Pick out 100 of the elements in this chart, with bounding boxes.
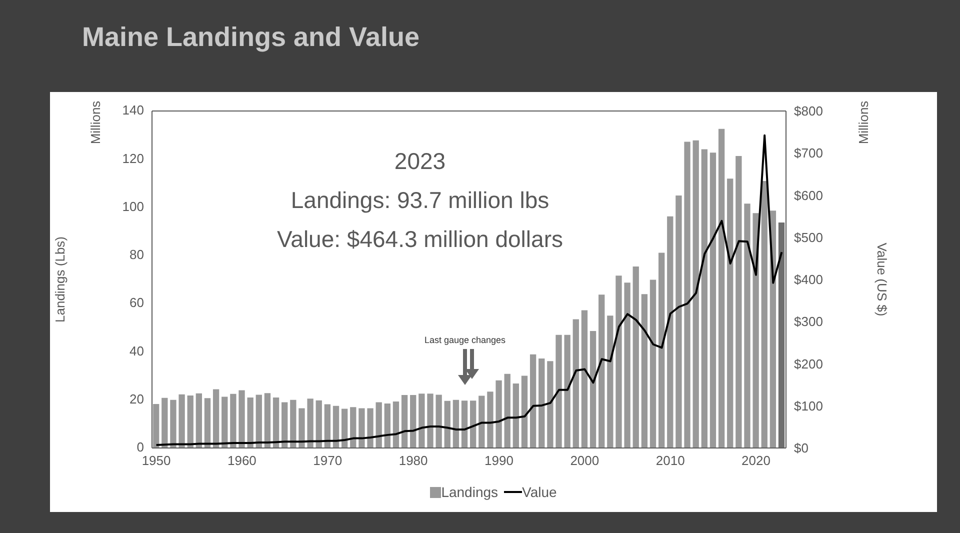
line-series — [155, 134, 783, 446]
text: Millions — [88, 100, 104, 144]
bar — [298, 408, 305, 448]
bar — [736, 156, 742, 448]
bar — [547, 361, 554, 448]
bar — [624, 282, 630, 448]
y2-axis-title: Value (US $) — [874, 242, 890, 316]
y2-tick-label: $0 — [794, 440, 808, 456]
bar — [222, 396, 228, 448]
bar — [332, 406, 340, 448]
x-tick-label: 1960 — [228, 453, 256, 468]
bar — [178, 394, 185, 448]
bar — [496, 380, 502, 448]
bar — [564, 334, 570, 448]
bar — [153, 404, 160, 448]
bar — [658, 252, 665, 448]
bar — [607, 316, 614, 448]
y2-tick-label: $800 — [794, 104, 823, 119]
bar — [410, 395, 416, 448]
y-tick-label: 140 — [122, 102, 144, 118]
bar — [307, 398, 314, 448]
bar — [324, 404, 331, 448]
bar — [470, 400, 476, 448]
bar — [598, 294, 605, 448]
bar — [427, 394, 434, 448]
bar — [290, 400, 296, 448]
bar — [444, 400, 450, 448]
bar — [350, 407, 356, 448]
y-tick-label: 100 — [122, 198, 144, 214]
x-tick-label: 2010 — [656, 453, 685, 468]
bar — [752, 213, 759, 448]
bar — [204, 398, 211, 448]
bar — [196, 393, 202, 448]
bar — [530, 354, 536, 448]
bar — [667, 216, 674, 448]
annotation: Value: $464.3 million dollars — [276, 226, 564, 253]
bar — [692, 140, 699, 448]
bar — [272, 397, 280, 448]
y2-tick-label: $100 — [794, 398, 823, 414]
y-axis-title: Landings (Lbs) — [52, 236, 68, 322]
bar — [392, 402, 400, 448]
bar — [256, 394, 262, 448]
y-tick-label: 20 — [130, 391, 144, 406]
y2-tick-label: $300 — [794, 314, 823, 330]
bar — [341, 408, 348, 448]
bar — [581, 310, 588, 448]
bar — [282, 402, 288, 448]
bar — [384, 403, 390, 448]
bar — [487, 392, 494, 448]
x-tick-label: 2020 — [742, 453, 770, 468]
y2-tick-label: $600 — [794, 188, 823, 203]
bar — [367, 408, 374, 448]
y2-tick-label: $200 — [794, 356, 823, 372]
bar — [187, 396, 194, 448]
bar — [616, 276, 622, 448]
bar — [650, 280, 656, 448]
bar — [632, 266, 639, 448]
bar — [572, 319, 579, 448]
bar — [718, 128, 725, 448]
bar — [538, 358, 545, 448]
text: Millions — [856, 100, 872, 144]
bar — [590, 331, 596, 448]
bar — [230, 394, 236, 448]
y-tick-label: 60 — [130, 295, 144, 310]
y2-tick-label: $700 — [794, 146, 823, 161]
bar — [162, 398, 168, 448]
y2-tick-label: $400 — [794, 272, 823, 288]
bar — [521, 376, 528, 448]
bar — [512, 383, 520, 448]
bar — [727, 178, 734, 448]
x-tick-label: 1970 — [313, 453, 342, 468]
bar — [504, 374, 510, 448]
bar — [701, 149, 708, 448]
bar — [436, 394, 442, 448]
bar — [744, 204, 750, 448]
y-tick-label: 120 — [122, 150, 144, 166]
bar — [212, 389, 220, 448]
bar — [316, 400, 322, 448]
bar — [778, 222, 785, 448]
x-tick-label: 1990 — [484, 453, 514, 468]
y-tick-label: 80 — [130, 247, 144, 262]
chart-title: Maine Landings and Value — [82, 22, 420, 53]
bar — [264, 393, 271, 448]
y2-tick-label: $500 — [794, 230, 823, 245]
bar — [641, 294, 648, 448]
x-tick-label: 1950 — [142, 453, 171, 468]
x-tick-label: 2000 — [570, 453, 600, 468]
annotation: Landings: 93.7 million lbs — [290, 187, 550, 214]
bar — [376, 402, 382, 448]
bar — [170, 400, 176, 448]
bar — [461, 400, 468, 448]
bar — [358, 408, 365, 448]
annotation: Last gauge changes — [423, 335, 507, 345]
y-tick-label: 40 — [130, 343, 144, 358]
annotation: 2023 — [393, 148, 447, 175]
bar — [676, 195, 682, 448]
bar — [478, 396, 485, 448]
bar — [238, 390, 245, 448]
bar — [401, 395, 408, 448]
bar — [684, 142, 690, 448]
